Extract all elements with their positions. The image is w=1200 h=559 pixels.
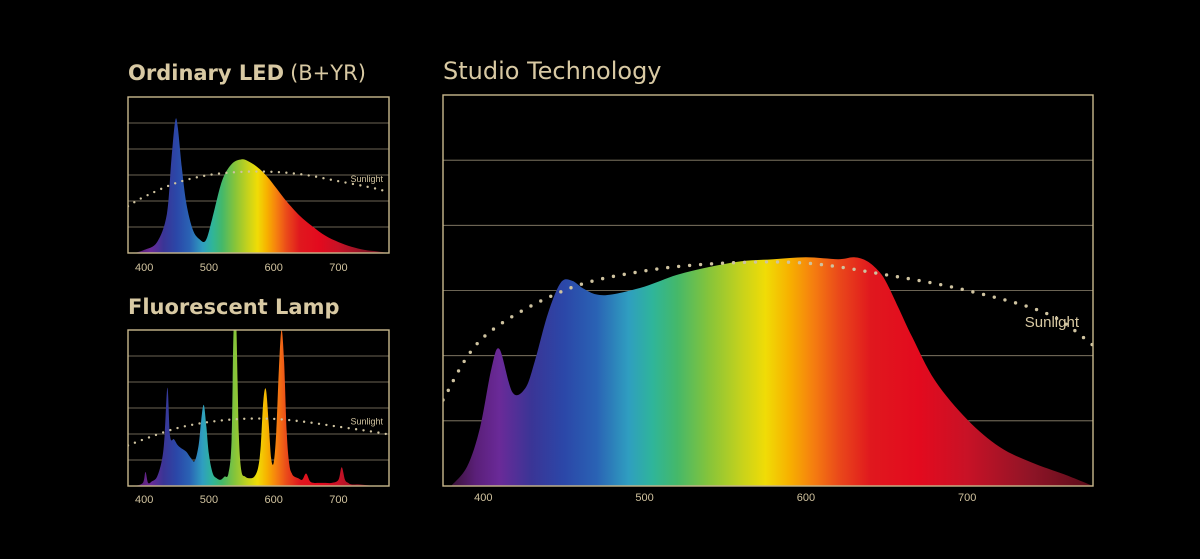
studio-x-tick-label: 500 (635, 492, 653, 504)
led-chart: Ordinary LED (B+YR) Sunlight 400 500 600 700 (127, 61, 390, 274)
studio-x-tick-label: 400 (474, 492, 492, 504)
fluorescent-title: Fluorescent Lamp (128, 295, 339, 319)
studio-chart: Studio Technology Sunlight 400 500 600 700 (442, 57, 1094, 504)
led-x-tick-label: 700 (329, 262, 347, 274)
studio-x-tick-label: 600 (797, 492, 815, 504)
studio-spectrum-area (451, 257, 1093, 486)
fluorescent-plot-frame (127, 329, 390, 487)
studio-title: Studio Technology (443, 57, 662, 85)
fluorescent-sunlight-curve (128, 417, 389, 447)
fluorescent-x-tick-label: 700 (329, 494, 347, 506)
studio-plot-frame (442, 94, 1094, 487)
fluorescent-x-tick-label: 500 (200, 494, 218, 506)
led-spectrum-area (134, 118, 389, 253)
led-title: Ordinary LED (B+YR) (128, 61, 366, 85)
led-sunlight-label: Sunlight (350, 174, 383, 184)
studio-sunlight-label: Sunlight (1025, 314, 1080, 331)
led-title-suffix: (B+YR) (290, 61, 366, 85)
fluorescent-x-tick-label: 400 (135, 494, 153, 506)
fluorescent-x-tick-label: 600 (265, 494, 283, 506)
led-plot-frame (127, 96, 390, 254)
led-x-tick-label: 500 (200, 262, 218, 274)
led-sunlight-curve (128, 170, 389, 208)
led-x-tick-label: 600 (265, 262, 283, 274)
studio-x-tick-label: 700 (958, 492, 976, 504)
fluorescent-spectrum-area (134, 330, 389, 486)
fluorescent-sunlight-label: Sunlight (350, 417, 383, 427)
fluorescent-chart: Fluorescent Lamp Sunlight 400 500 600 700 (127, 295, 390, 506)
led-x-tick-label: 400 (135, 262, 153, 274)
